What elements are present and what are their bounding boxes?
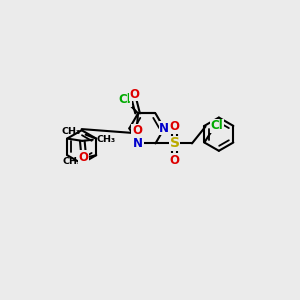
Text: CH₃: CH₃ <box>61 127 80 136</box>
Text: O: O <box>169 120 180 133</box>
Text: Cl: Cl <box>210 119 223 132</box>
Text: O: O <box>169 154 180 166</box>
Text: O: O <box>79 151 88 164</box>
Text: O: O <box>132 124 142 137</box>
Text: CH₃: CH₃ <box>97 134 116 143</box>
Text: Cl: Cl <box>119 93 131 106</box>
Text: S: S <box>169 136 180 150</box>
Text: CH₃: CH₃ <box>62 157 82 166</box>
Text: N: N <box>159 122 169 135</box>
Text: O: O <box>129 88 139 101</box>
Text: N: N <box>133 137 143 150</box>
